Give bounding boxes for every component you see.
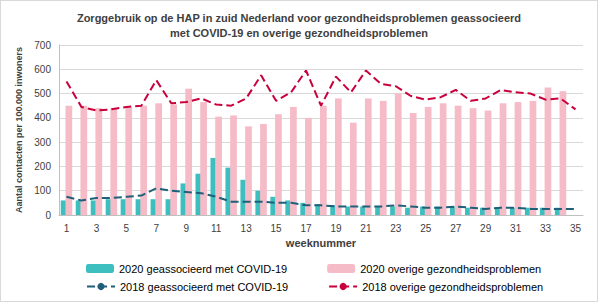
svg-text:Aantal contacten per 100.000 i: Aantal contacten per 100.000 inwoners: [14, 47, 24, 213]
svg-text:3: 3: [94, 223, 100, 234]
svg-text:300: 300: [34, 137, 51, 148]
svg-text:7: 7: [154, 223, 160, 234]
svg-text:2018 geassocieerd met COVID-19: 2018 geassocieerd met COVID-19: [120, 281, 288, 293]
svg-text:31: 31: [510, 223, 522, 234]
svg-text:2020 geassocieerd met COVID-19: 2020 geassocieerd met COVID-19: [119, 263, 287, 275]
svg-text:29: 29: [480, 223, 492, 234]
svg-text:27: 27: [450, 223, 462, 234]
svg-text:5: 5: [124, 223, 130, 234]
svg-text:0: 0: [45, 210, 51, 221]
svg-text:100: 100: [34, 185, 51, 196]
svg-text:33: 33: [540, 223, 552, 234]
svg-text:700: 700: [34, 40, 51, 51]
svg-text:25: 25: [420, 223, 432, 234]
svg-text:weeknummer: weeknummer: [285, 237, 357, 249]
svg-text:600: 600: [34, 64, 51, 75]
svg-text:1: 1: [64, 223, 70, 234]
svg-text:200: 200: [34, 161, 51, 172]
svg-text:13: 13: [241, 223, 253, 234]
svg-text:Zorggebruik op de HAP in zuid: Zorggebruik op de HAP in zuid Nederland …: [77, 12, 521, 24]
svg-text:11: 11: [211, 223, 222, 234]
svg-text:2020 overige gezondheidsproble: 2020 overige gezondheidsproblemen: [360, 263, 541, 275]
svg-text:15: 15: [271, 223, 283, 234]
svg-text:9: 9: [183, 223, 189, 234]
svg-text:35: 35: [570, 223, 582, 234]
svg-text:23: 23: [390, 223, 402, 234]
svg-text:400: 400: [34, 112, 51, 123]
svg-text:19: 19: [330, 223, 342, 234]
svg-text:500: 500: [34, 88, 51, 99]
svg-text:met COVID-19 en overige gezond: met COVID-19 en overige gezondheidsprobl…: [170, 27, 428, 39]
svg-text:17: 17: [300, 223, 312, 234]
svg-text:2018 overige gezondheidsproble: 2018 overige gezondheidsproblemen: [362, 281, 543, 293]
svg-text:21: 21: [360, 223, 372, 234]
